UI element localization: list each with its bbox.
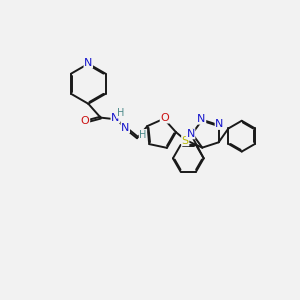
Text: S: S bbox=[182, 136, 189, 146]
Text: N: N bbox=[84, 58, 92, 68]
Text: N: N bbox=[186, 129, 195, 139]
Text: O: O bbox=[81, 116, 90, 126]
Text: H: H bbox=[117, 108, 124, 118]
Text: N: N bbox=[215, 119, 224, 129]
Text: N: N bbox=[197, 114, 206, 124]
Text: N: N bbox=[111, 112, 119, 123]
Text: N: N bbox=[121, 123, 129, 133]
Text: H: H bbox=[139, 130, 147, 140]
Text: O: O bbox=[160, 113, 169, 123]
